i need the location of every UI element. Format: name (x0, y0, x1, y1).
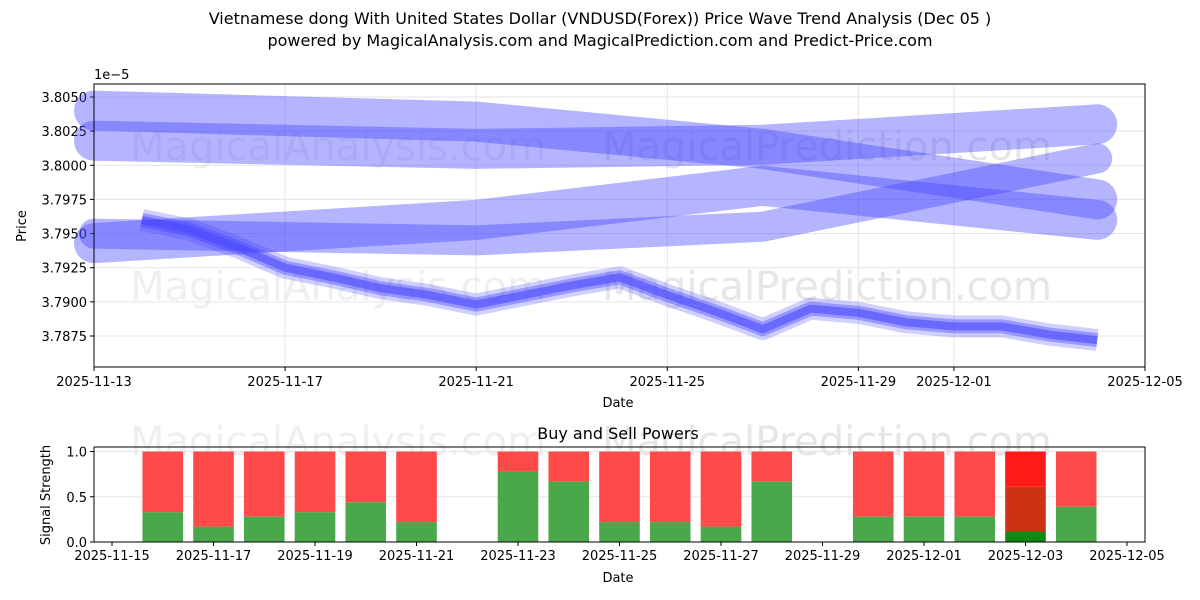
buy-bar (1055, 506, 1097, 542)
y-tick-label: 1.0 (66, 446, 87, 461)
y-tick-label: 3.8050 (42, 91, 88, 106)
x-tick-label: 2025-12-01 (886, 549, 962, 564)
buy-bar (345, 502, 387, 542)
x-tick-label: 2025-12-01 (916, 375, 992, 390)
x-tick-label: 2025-11-19 (277, 549, 353, 564)
sell-bar (954, 451, 996, 517)
y-tick-label: 3.8025 (42, 125, 88, 140)
sell-bar (649, 451, 691, 523)
buy-bar (700, 526, 742, 542)
x-tick-label: 2025-11-27 (683, 549, 759, 564)
price-wave-line (141, 215, 1098, 345)
y-tick-label: 0.0 (66, 536, 87, 551)
sell-bar (599, 451, 640, 523)
sell-bar (1055, 451, 1097, 507)
sell-bar (852, 451, 894, 517)
sell-bar (345, 451, 387, 503)
x-tick-label: 2025-12-05 (1089, 549, 1165, 564)
y-tick-label: 3.7975 (42, 193, 88, 208)
buy-bar (548, 481, 590, 542)
plot-frame (93, 83, 1146, 368)
x-tick-label: 2025-11-13 (56, 375, 132, 390)
upper-band-1 (74, 90, 1118, 220)
watermark: MagicalAnalysis.com (130, 419, 546, 465)
sell-bar (548, 451, 590, 482)
x-tick-label: 2025-11-23 (480, 549, 556, 564)
sell-bar (497, 451, 539, 472)
buy-bar (852, 516, 894, 542)
buy-bar (142, 512, 184, 542)
x-tick-label: 2025-11-21 (379, 549, 455, 564)
buy-bar (649, 522, 691, 542)
buy-bar (497, 471, 539, 542)
x-tick-label: 2025-11-21 (438, 375, 514, 390)
y-tick-label: 3.7950 (42, 228, 88, 243)
sell-bar (1005, 451, 1046, 487)
y-tick-label: 3.7875 (42, 330, 88, 345)
buy-bar (599, 522, 640, 542)
watermark: MagicalPrediction.com (602, 124, 1052, 170)
sell-bar (294, 451, 336, 513)
y-tick-label: 3.8000 (42, 159, 88, 174)
sell-bar (193, 451, 234, 527)
offset-label: 1e−5 (94, 68, 129, 83)
x-axis-label: Date (602, 571, 633, 586)
x-tick-label: 2025-11-29 (821, 375, 897, 390)
y-tick-label: 3.7925 (42, 262, 88, 277)
sell-bar (903, 451, 945, 517)
y-tick-label: 0.5 (66, 491, 87, 506)
upper-band-2 (74, 104, 1118, 169)
x-tick-label: 2025-11-17 (176, 549, 252, 564)
buy-bar (193, 526, 234, 542)
chart-title: Vietnamese dong With United States Dolla… (208, 9, 992, 28)
x-axis-label: Date (602, 396, 633, 411)
y-axis-label: Signal Strength (39, 445, 54, 545)
buy-bar (903, 516, 945, 542)
sell-bar-mid (1005, 486, 1046, 533)
y-axis-label: Price (15, 210, 30, 242)
buy-bar (1005, 532, 1046, 542)
watermark: MagicalAnalysis.com (130, 124, 546, 170)
buy-bar (751, 481, 793, 542)
x-tick-label: 2025-11-17 (247, 375, 323, 390)
plot-frame (93, 446, 1146, 543)
buy-bar (294, 512, 336, 542)
x-tick-label: 2025-11-25 (629, 375, 705, 390)
x-tick-label: 2025-11-25 (582, 549, 658, 564)
lower-band-1 (74, 165, 1118, 264)
buy-bar (243, 516, 285, 542)
buy-bar (954, 516, 996, 542)
x-tick-label: 2025-11-15 (74, 549, 150, 564)
sell-bar (700, 451, 742, 527)
sell-bar (751, 451, 793, 482)
chart-subtitle: powered by MagicalAnalysis.com and Magic… (267, 31, 933, 50)
sell-bar (243, 451, 285, 517)
x-tick-label: 2025-12-03 (988, 549, 1064, 564)
x-tick-label: 2025-12-05 (1107, 375, 1183, 390)
sell-bar (142, 451, 184, 513)
subplot-title: Buy and Sell Powers (537, 424, 699, 443)
y-tick-label: 3.7900 (42, 296, 88, 311)
sell-bar (396, 451, 437, 523)
lower-band-2 (79, 143, 1113, 256)
x-tick-label: 2025-11-29 (785, 549, 861, 564)
buy-bar (396, 522, 437, 542)
